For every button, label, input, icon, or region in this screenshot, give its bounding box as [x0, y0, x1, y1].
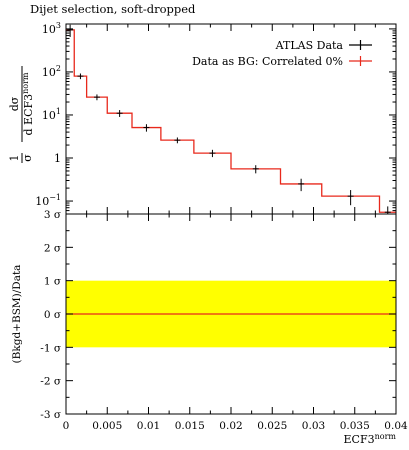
ratio-ytick-label: 3 σ	[44, 209, 61, 221]
xtick-label: 0.03	[302, 420, 325, 432]
xtick-label: 0	[63, 420, 70, 432]
page-title: Dijet selection, soft-dropped	[30, 2, 196, 16]
ratio-ytick-label: 0 σ	[44, 309, 61, 321]
main-plot-frame	[65, 23, 397, 215]
xtick-label: 0.04	[384, 420, 408, 432]
xtick-label: 0.035	[340, 420, 370, 432]
y-axis-label-part: σ	[21, 154, 34, 162]
ratio-y-axis-label: (Bkgd+BSM)/Data	[11, 265, 23, 364]
main-y-axis-label: 1 σ dσ d ECF3norm	[8, 66, 35, 163]
xtick-label: 0.025	[257, 420, 287, 432]
main-ytick-label: 102	[42, 64, 61, 79]
main-ytick-label: 101	[42, 107, 61, 122]
ratio-ytick-label: -2 σ	[40, 376, 61, 388]
ratio-ytick-label: 2 σ	[44, 242, 61, 254]
main-ytick-label: 103	[42, 21, 61, 36]
legend-label: ATLAS Data	[275, 39, 344, 52]
ratio-ytick-label: -1 σ	[40, 342, 61, 354]
main-ytick-label: 1	[54, 152, 61, 165]
legend-label: Data as BG: Correlated 0%	[192, 55, 343, 68]
xtick-label: 0.01	[137, 420, 160, 432]
xtick-label: 0.02	[219, 420, 242, 432]
xtick-label: 0.005	[92, 420, 122, 432]
y-axis-label-part: d ECF3norm	[21, 72, 35, 135]
ratio-ytick-label: 1 σ	[44, 276, 61, 288]
y-axis-label-part: 1	[8, 155, 21, 162]
y-axis-label-part: dσ	[8, 96, 21, 111]
ratio-ytick-label: -3 σ	[40, 409, 61, 421]
xtick-label: 0.015	[175, 420, 205, 432]
main-ytick-label: 10−1	[35, 193, 61, 208]
x-axis-label: ECF3norm	[344, 432, 397, 446]
